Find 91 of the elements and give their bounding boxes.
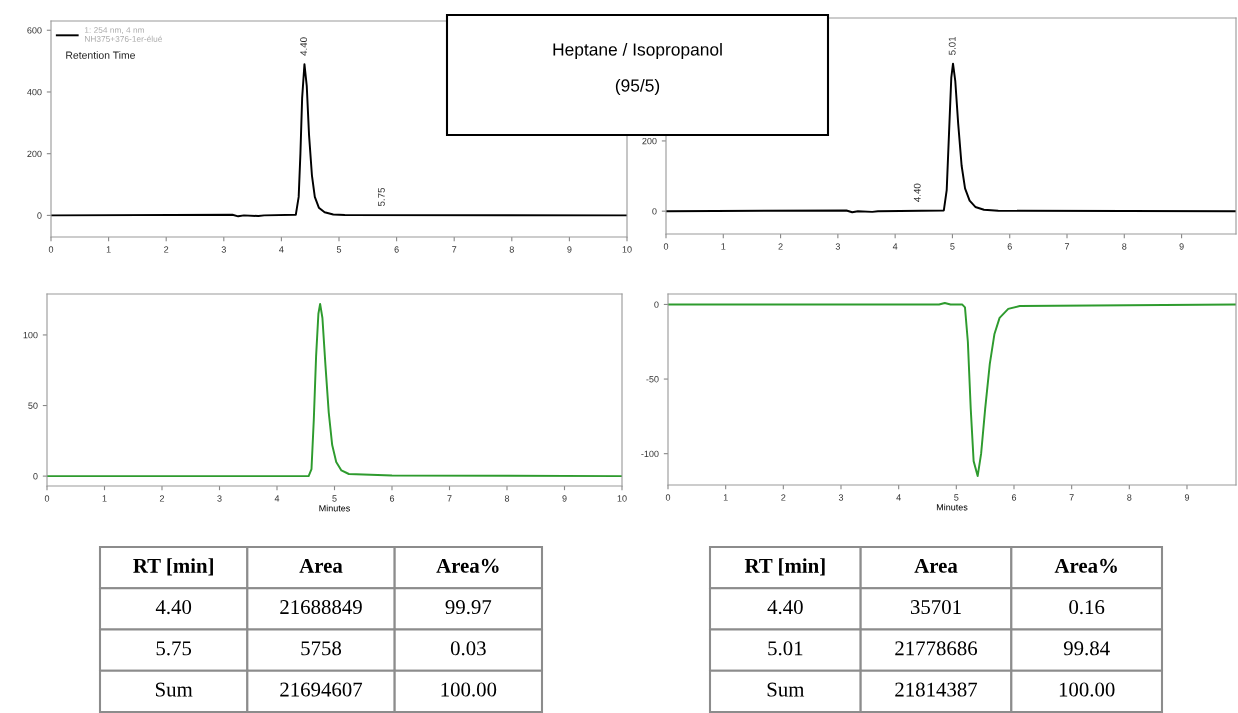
category-label: RT [min] bbox=[744, 558, 825, 576]
x-tick-label: 0 bbox=[663, 243, 669, 250]
y-tick-label: 0 bbox=[654, 301, 659, 308]
x-tick-label: 4 bbox=[896, 494, 901, 501]
text: 21778686 bbox=[895, 641, 978, 656]
y-tick-label: 0 bbox=[37, 212, 42, 219]
x-tick-label: 8 bbox=[1122, 243, 1127, 250]
x-tick-label: 6 bbox=[394, 246, 399, 253]
y-tick-label: -50 bbox=[646, 376, 659, 383]
text: 5.75 bbox=[156, 641, 192, 656]
y-tick-label: 100 bbox=[23, 331, 38, 339]
text: 21688849 bbox=[280, 600, 362, 615]
text: 100.00 bbox=[441, 682, 497, 697]
annotation: 5.75 bbox=[378, 187, 385, 207]
x-axis-title: Minutes bbox=[936, 503, 968, 511]
x-tick-label: 3 bbox=[221, 246, 226, 253]
text: 5.01 bbox=[768, 641, 803, 656]
category-label: RT [min] bbox=[133, 558, 213, 576]
text: Sum bbox=[155, 682, 193, 697]
legend-label: 1: 254 nm, 4 nm NH375+376-1er-élué bbox=[84, 27, 163, 42]
text: 4.40 bbox=[767, 600, 803, 615]
text: 5758 bbox=[301, 641, 342, 656]
x-tick-label: 1 bbox=[102, 495, 107, 502]
annotation: (95/5) bbox=[615, 78, 660, 96]
x-tick-label: 2 bbox=[164, 246, 169, 253]
x-tick-label: 3 bbox=[217, 495, 222, 502]
category-label: Area bbox=[914, 558, 958, 573]
x-tick-label: 8 bbox=[504, 495, 510, 502]
x-tick-label: 9 bbox=[562, 495, 567, 502]
x-tick-label: 6 bbox=[1011, 494, 1017, 501]
y-tick-label: 0 bbox=[33, 473, 38, 480]
x-tick-label: 7 bbox=[1069, 494, 1074, 501]
x-tick-label: 0 bbox=[665, 494, 671, 501]
annotation: 5.01 bbox=[948, 36, 956, 55]
x-tick-label: 7 bbox=[447, 495, 452, 502]
line-series bbox=[668, 301, 1236, 478]
x-tick-label: 3 bbox=[838, 494, 844, 501]
x-tick-label: 4 bbox=[279, 246, 284, 253]
text: 0.03 bbox=[450, 641, 486, 656]
x-tick-label: 4 bbox=[274, 495, 280, 502]
x-tick-label: 5 bbox=[954, 494, 959, 501]
x-tick-label: 3 bbox=[835, 243, 840, 250]
y-tick-label: -100 bbox=[641, 450, 659, 458]
text: 99.84 bbox=[1063, 641, 1110, 656]
x-tick-label: 9 bbox=[1184, 494, 1190, 501]
text: 99.97 bbox=[445, 600, 492, 615]
x-tick-label: 1 bbox=[106, 246, 111, 253]
x-tick-label: 1 bbox=[721, 243, 726, 250]
text: 21694607 bbox=[280, 682, 363, 697]
x-tick-label: 2 bbox=[781, 494, 786, 501]
x-tick-label: 0 bbox=[44, 495, 50, 502]
y-tick-label: 200 bbox=[27, 150, 42, 158]
x-tick-label: 10 bbox=[617, 495, 627, 502]
category-label: Area bbox=[299, 558, 343, 573]
x-tick-label: 8 bbox=[1127, 494, 1132, 501]
category-label: Area% bbox=[1054, 558, 1117, 573]
line-series bbox=[666, 62, 1236, 214]
x-axis-title: Minutes bbox=[319, 504, 350, 512]
y-tick-label: 200 bbox=[642, 137, 657, 145]
line-series bbox=[47, 302, 622, 478]
text: Sum bbox=[767, 682, 805, 697]
text: 100.00 bbox=[1059, 682, 1115, 697]
x-tick-label: 4 bbox=[892, 243, 898, 250]
text: 35701 bbox=[910, 600, 961, 615]
text: 4.40 bbox=[155, 600, 192, 615]
annotation: Heptane / Isopropanol bbox=[553, 42, 722, 60]
x-tick-label: 5 bbox=[332, 495, 337, 502]
y-tick-label: 50 bbox=[28, 402, 38, 409]
annotation: 4.40 bbox=[913, 183, 921, 202]
y-tick-label: 400 bbox=[27, 88, 42, 96]
x-tick-label: 5 bbox=[336, 246, 342, 253]
x-tick-label: 8 bbox=[509, 246, 514, 253]
x-tick-label: 10 bbox=[622, 246, 632, 253]
x-tick-label: 6 bbox=[1007, 243, 1012, 250]
y-tick-label: 600 bbox=[27, 27, 42, 34]
x-tick-label: 5 bbox=[950, 243, 955, 250]
x-tick-label: 1 bbox=[723, 494, 728, 501]
text: 21814387 bbox=[895, 682, 978, 697]
annotation: 4.40 bbox=[300, 37, 308, 56]
x-tick-label: 7 bbox=[452, 246, 457, 253]
x-tick-label: 2 bbox=[159, 495, 165, 502]
x-tick-label: 9 bbox=[567, 246, 572, 253]
x-tick-label: 6 bbox=[389, 495, 395, 502]
y-tick-label: 0 bbox=[652, 208, 657, 215]
annotation: Retention Time bbox=[66, 51, 135, 59]
x-tick-label: 7 bbox=[1064, 243, 1070, 250]
text: 0.16 bbox=[1069, 600, 1105, 615]
x-tick-label: 0 bbox=[48, 246, 54, 253]
x-tick-label: 9 bbox=[1179, 243, 1184, 250]
x-tick-label: 2 bbox=[778, 243, 783, 250]
category-label: Area% bbox=[436, 558, 499, 573]
